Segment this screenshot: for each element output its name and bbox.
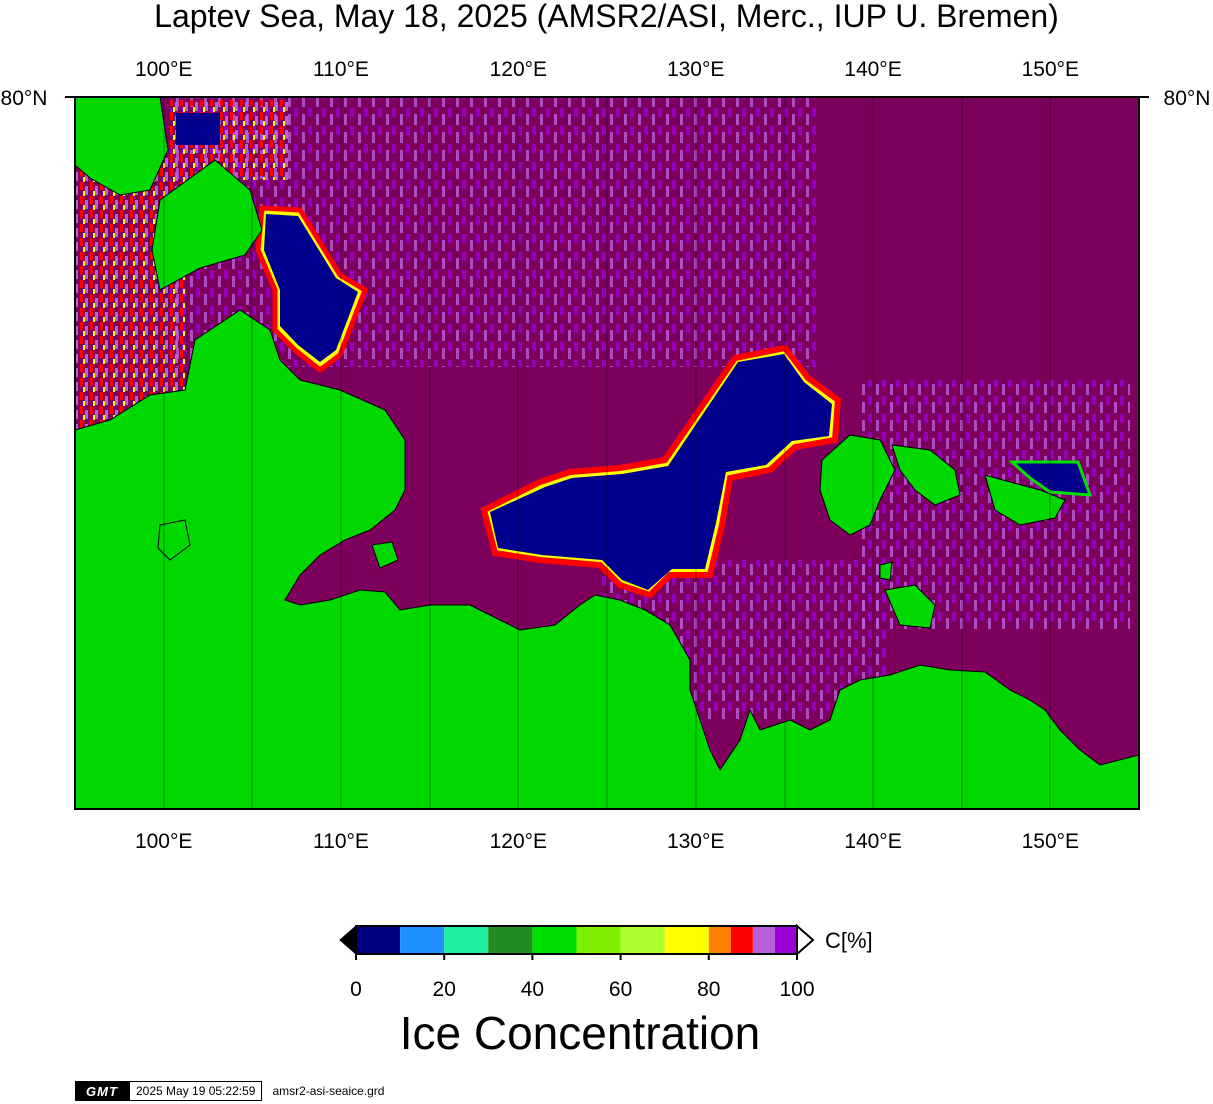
- lon-label-top-150: 150°E: [1022, 58, 1079, 81]
- colorbar-title: Ice Concentration: [399, 1007, 761, 1059]
- land-island-small-1: [879, 561, 893, 581]
- colorbar-under-triangle: [339, 924, 357, 956]
- map-title: Laptev Sea, May 18, 2025 (AMSR2/ASI, Mer…: [154, 0, 1059, 34]
- colorbar-unit: C[%]: [825, 928, 873, 953]
- lon-label-bottom-140: 140°E: [844, 830, 901, 853]
- lon-label-top-140: 140°E: [844, 58, 901, 81]
- land-new-siberia: [891, 444, 961, 506]
- colorbar-tick-label: 0: [350, 978, 362, 1001]
- lon-label-top-120: 120°E: [490, 58, 547, 81]
- colorbar-segment: [400, 926, 445, 954]
- colorbar-segment: [664, 926, 709, 954]
- colorbar-segment: [356, 926, 401, 954]
- land-island-small-3: [157, 519, 191, 561]
- land-island-small-2: [371, 541, 399, 569]
- map-panel: [75, 97, 1139, 809]
- colorbar-segment: [774, 926, 797, 954]
- land-new-siberia-east: [984, 474, 1066, 526]
- colorbar-segment: [444, 926, 489, 954]
- polynya-east: [1008, 460, 1093, 497]
- graticule: [163, 97, 1051, 809]
- gmt-logo: GMT: [75, 1081, 129, 1101]
- colorbar-tick-label: 40: [521, 978, 544, 1001]
- colorbar-segment: [620, 926, 665, 954]
- colorbar: 0 20 40 60 80 100: [339, 923, 815, 1001]
- colorbar-segment: [576, 926, 621, 954]
- gmt-filename: amsr2-asi-seaice.grd: [272, 1084, 385, 1098]
- lat-label-right: 80°N: [1164, 87, 1211, 110]
- colorbar-tick-label: 60: [609, 978, 632, 1001]
- colorbar-segment: [532, 926, 577, 954]
- lon-label-bottom-130: 130°E: [667, 830, 724, 853]
- lon-label-top-110: 110°E: [313, 58, 369, 81]
- lon-labels-top: 100°E 110°E 120°E 130°E 140°E 150°E: [135, 58, 1079, 81]
- polynya-north: [176, 113, 220, 145]
- colorbar-tick-label: 20: [433, 978, 456, 1001]
- land-northwest: [75, 97, 169, 196]
- gmt-footer: GMT 2025 May 19 05:22:59 amsr2-asi-seaic…: [75, 1081, 384, 1101]
- land-kotelny: [819, 434, 896, 536]
- lon-label-bottom-120: 120°E: [490, 830, 547, 853]
- lat-label-left: 80°N: [1, 87, 48, 110]
- land-taymyr-islands: [151, 159, 263, 291]
- map-frame: [74, 96, 1140, 810]
- lon-label-bottom-110: 110°E: [313, 830, 369, 853]
- lon-labels-bottom: 100°E 110°E 120°E 130°E 140°E 150°E: [135, 830, 1079, 853]
- colorbar-segment: [708, 926, 731, 954]
- colorbar-tick-label: 100: [779, 978, 814, 1001]
- lon-label-top-130: 130°E: [667, 58, 724, 81]
- lon-label-bottom-150: 150°E: [1022, 830, 1079, 853]
- land-lyakhovsky: [884, 584, 936, 629]
- colorbar-over-triangle: [796, 923, 815, 957]
- polynya-central: [490, 354, 832, 590]
- colorbar-tick-label: 80: [697, 978, 720, 1001]
- colorbar-segment: [752, 926, 775, 954]
- polynya-west: [264, 214, 358, 362]
- lon-label-bottom-100: 100°E: [135, 830, 192, 853]
- colorbar-segment: [730, 926, 753, 954]
- gmt-timestamp: 2025 May 19 05:22:59: [129, 1081, 263, 1101]
- colorbar-segment: [488, 926, 533, 954]
- lon-label-top-100: 100°E: [135, 58, 192, 81]
